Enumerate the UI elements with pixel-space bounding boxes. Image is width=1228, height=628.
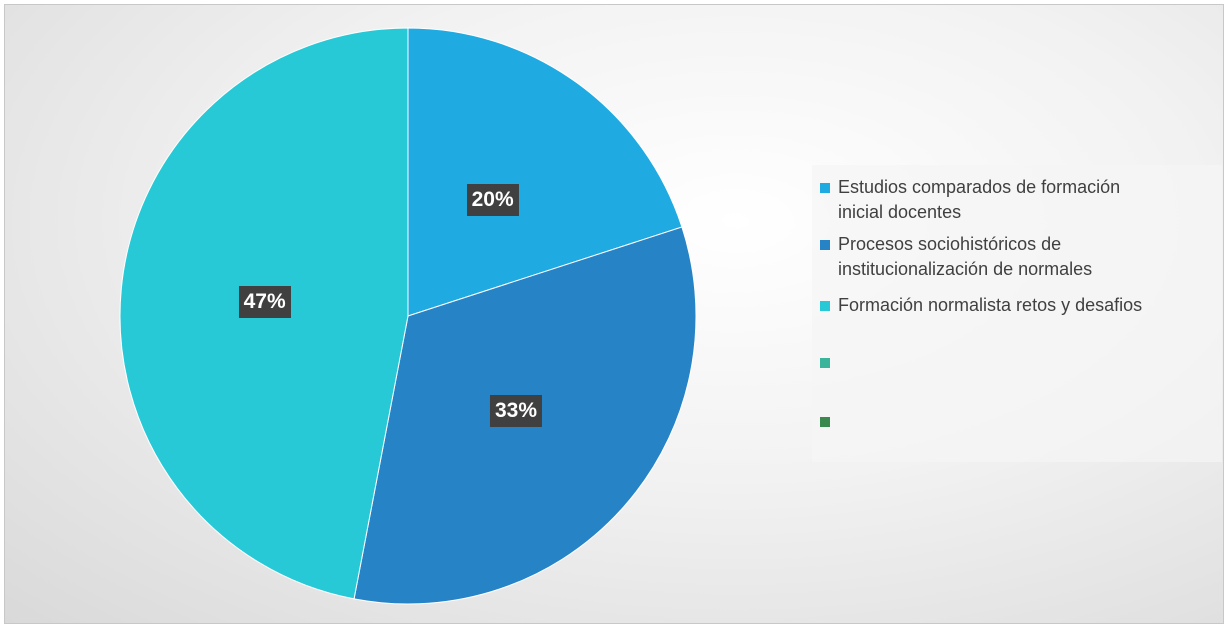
data-label: 20% bbox=[466, 183, 519, 216]
legend-swatch bbox=[820, 183, 830, 193]
legend-entry: Estudios comparados de formación inicial… bbox=[820, 175, 1170, 225]
legend-entry: Formación normalista retos y desafios bbox=[820, 293, 1170, 318]
legend-swatch bbox=[820, 240, 830, 250]
legend: Estudios comparados de formación inicial… bbox=[812, 165, 1222, 462]
data-label: 47% bbox=[238, 286, 291, 319]
legend-label: Procesos sociohistóricos de instituciona… bbox=[838, 234, 1093, 279]
legend-entry: Procesos sociohistóricos de instituciona… bbox=[820, 232, 1170, 282]
legend-label: Estudios comparados de formación inicial… bbox=[838, 177, 1121, 222]
pie-slice bbox=[407, 27, 683, 317]
legend-label: Formación normalista retos y desafios bbox=[838, 295, 1143, 315]
legend-swatch bbox=[820, 358, 830, 368]
data-label: 33% bbox=[490, 395, 543, 428]
legend-swatch bbox=[820, 417, 830, 427]
legend-swatch bbox=[820, 301, 830, 311]
